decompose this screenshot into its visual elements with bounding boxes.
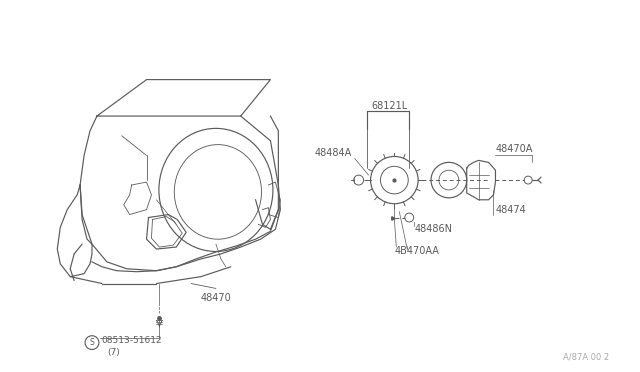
Text: A/87A 00 2: A/87A 00 2 xyxy=(563,353,609,362)
Text: 48484A: 48484A xyxy=(315,148,352,157)
Text: 08513-51612: 08513-51612 xyxy=(101,336,161,345)
Text: (7): (7) xyxy=(107,348,120,357)
Text: 48470: 48470 xyxy=(201,293,232,303)
Text: 68121L: 68121L xyxy=(372,101,408,111)
Text: 4B470AA: 4B470AA xyxy=(394,246,439,256)
Text: 48474: 48474 xyxy=(495,205,526,215)
Text: S: S xyxy=(90,338,94,347)
Text: 48486N: 48486N xyxy=(414,224,452,234)
Text: 48470A: 48470A xyxy=(495,144,533,154)
